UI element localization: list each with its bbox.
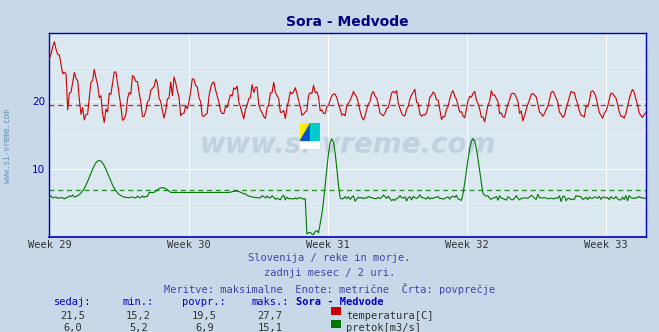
Text: maks.:: maks.: xyxy=(252,297,289,307)
Text: 15,1: 15,1 xyxy=(258,323,283,332)
Text: 6,9: 6,9 xyxy=(195,323,214,332)
Text: pretok[m3/s]: pretok[m3/s] xyxy=(346,323,421,332)
Text: Slovenija / reke in morje.: Slovenija / reke in morje. xyxy=(248,253,411,263)
Text: www.si-vreme.com: www.si-vreme.com xyxy=(200,131,496,159)
Text: 15,2: 15,2 xyxy=(126,311,151,321)
Polygon shape xyxy=(300,123,310,140)
Title: Sora - Medvode: Sora - Medvode xyxy=(286,15,409,29)
Text: sedaj:: sedaj: xyxy=(54,297,91,307)
Text: 19,5: 19,5 xyxy=(192,311,217,321)
Polygon shape xyxy=(310,123,320,140)
Text: min.:: min.: xyxy=(123,297,154,307)
Text: Meritve: maksimalne  Enote: metrične  Črta: povprečje: Meritve: maksimalne Enote: metrične Črta… xyxy=(164,283,495,295)
Polygon shape xyxy=(300,123,310,140)
Text: Sora - Medvode: Sora - Medvode xyxy=(296,297,383,307)
Text: www.si-vreme.com: www.si-vreme.com xyxy=(3,109,13,183)
Text: temperatura[C]: temperatura[C] xyxy=(346,311,434,321)
Text: 27,7: 27,7 xyxy=(258,311,283,321)
Text: 5,2: 5,2 xyxy=(129,323,148,332)
Text: povpr.:: povpr.: xyxy=(183,297,226,307)
Text: 21,5: 21,5 xyxy=(60,311,85,321)
Text: zadnji mesec / 2 uri.: zadnji mesec / 2 uri. xyxy=(264,268,395,278)
Text: 6,0: 6,0 xyxy=(63,323,82,332)
